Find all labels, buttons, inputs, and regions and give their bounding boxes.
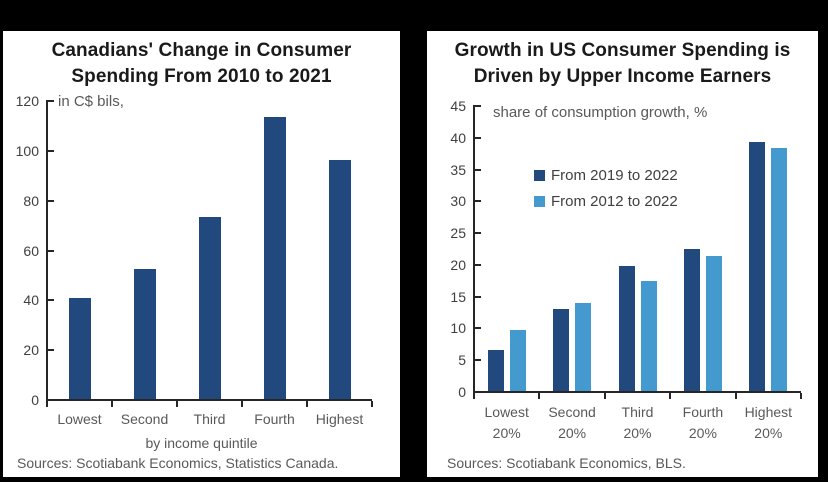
x-tick-mark [603, 393, 606, 399]
y-tick-mark [475, 200, 481, 203]
y-tick-mark [475, 263, 481, 266]
y-tick-mark [475, 359, 481, 362]
bar-second [133, 269, 156, 399]
x-category-label-second: Second [120, 411, 169, 427]
y-tick-label: 60 [23, 242, 39, 259]
bar-third-series2 [640, 281, 657, 391]
y-tick-mark [475, 168, 481, 171]
y-tick-label: 0 [458, 384, 466, 400]
y-tick-label: 40 [23, 292, 39, 309]
y-tick-mark [48, 249, 54, 252]
x-tick-mark [538, 393, 541, 399]
legend-label: From 2012 to 2022 [551, 193, 678, 210]
bar-second-series2 [575, 302, 592, 391]
x-category-label-lowest: Lowest [57, 411, 102, 427]
bar-lowest-series1 [487, 349, 504, 391]
y-tick-mark [475, 105, 481, 107]
y-tick-label: 80 [23, 192, 39, 209]
x-tick-mark [176, 401, 178, 407]
x-tick-mark [371, 401, 373, 407]
y-axis-line [473, 105, 475, 393]
legend-item-2019-2022: From 2019 to 2022 [534, 167, 734, 185]
x-tick-mark [241, 401, 243, 407]
x-tick-mark [46, 401, 48, 407]
us-chart-panel: Growth in US Consumer Spending is Driven… [427, 31, 818, 477]
y-tick-label: 15 [450, 288, 466, 305]
y-tick-mark [48, 100, 54, 102]
x-tick-mark [800, 393, 802, 399]
legend-swatch-dark-blue [534, 170, 545, 181]
y-tick-label: 20 [450, 256, 466, 273]
x-category-label-fourth: Fourth [254, 411, 295, 427]
y-tick-mark [475, 295, 481, 298]
y-tick-label: 45 [450, 98, 466, 114]
canada-xaxis-title: by income quintile [145, 435, 258, 451]
x-axis-line [473, 391, 801, 393]
y-tick-mark [475, 136, 481, 139]
y-tick-label: 20 [23, 342, 39, 359]
y-tick-label: 10 [450, 320, 466, 337]
y-tick-label: 0 [31, 392, 39, 408]
us-unit-label: share of consumption growth, % [493, 104, 708, 121]
y-tick-label: 35 [450, 161, 466, 178]
bar-fourth [263, 117, 286, 399]
y-tick-label: 40 [450, 129, 466, 146]
canada-source-text: Sources: Scotiabank Economics, Statistic… [17, 455, 339, 471]
canada-chart-title-line2: Spending From 2010 to 2021 [71, 66, 332, 87]
us-source-text: Sources: Scotiabank Economics, BLS. [447, 455, 686, 471]
x-category-label-third: Third 20% [621, 404, 654, 441]
y-tick-label: 120 [15, 93, 39, 109]
x-category-label-highest: Highest 20% [744, 404, 793, 441]
y-tick-label: 5 [458, 352, 466, 369]
legend-swatch-light-blue [534, 196, 545, 207]
legend-label: From 2019 to 2022 [551, 167, 678, 184]
canada-chart-title: Canadians' Change in Consumer Spending F… [3, 38, 400, 90]
y-tick-label: 100 [15, 142, 39, 159]
x-tick-mark [111, 401, 113, 407]
x-category-label-highest: Highest [315, 411, 364, 427]
x-axis-line [46, 399, 372, 401]
bar-fourth-series2 [705, 256, 722, 391]
bar-lowest-series2 [509, 329, 526, 391]
bar-fourth-series1 [683, 249, 700, 391]
canada-chart-panel: Canadians' Change in Consumer Spending F… [3, 31, 400, 477]
us-chart-title: Growth in US Consumer Spending is Driven… [427, 38, 818, 90]
us-chart-title-line1: Growth in US Consumer Spending is [454, 40, 791, 61]
x-tick-mark [734, 393, 737, 399]
y-tick-mark [48, 349, 54, 352]
bar-third [198, 217, 221, 399]
y-tick-mark [475, 327, 481, 330]
bar-highest [328, 159, 351, 399]
y-tick-mark [48, 299, 54, 302]
bar-third-series1 [618, 265, 635, 391]
us-chart-title-line2: Driven by Upper Income Earners [473, 66, 772, 87]
bar-second-series1 [553, 309, 570, 391]
y-tick-mark [48, 199, 54, 202]
bar-lowest [68, 298, 91, 399]
y-axis-line [46, 100, 48, 401]
bar-highest-series1 [749, 141, 766, 391]
y-tick-label: 30 [450, 193, 466, 210]
y-tick-mark [475, 232, 481, 235]
bar-highest-series2 [771, 147, 788, 391]
x-tick-mark [306, 401, 308, 407]
y-tick-label: 25 [450, 225, 466, 242]
y-tick-mark [48, 149, 54, 152]
x-category-label-second: Second 20% [548, 404, 596, 441]
legend-item-2012-2022: From 2012 to 2022 [534, 193, 734, 211]
x-category-label-third: Third [193, 411, 226, 427]
canada-unit-label: in C$ bils, [58, 93, 124, 110]
x-tick-mark [473, 393, 475, 399]
x-category-label-fourth: Fourth 20% [682, 404, 724, 441]
x-category-label-lowest: Lowest 20% [484, 404, 529, 441]
x-tick-mark [669, 393, 672, 399]
canada-chart-title-line1: Canadians' Change in Consumer [51, 40, 352, 61]
